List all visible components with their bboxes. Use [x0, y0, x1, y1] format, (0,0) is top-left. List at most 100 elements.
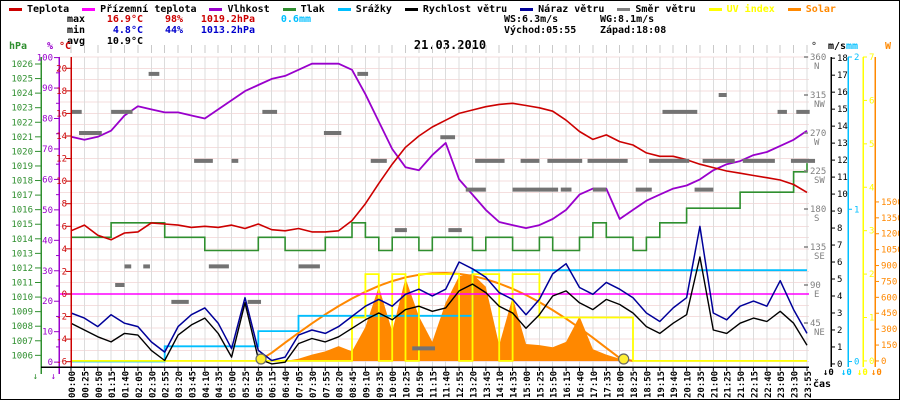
- legend-label: Směr větru: [635, 4, 696, 15]
- legend-item: Rychlost větru: [404, 4, 507, 15]
- svg-text:10: 10: [837, 190, 848, 200]
- svg-text:14: 14: [837, 122, 848, 132]
- svg-text:1024: 1024: [11, 89, 33, 99]
- stats-value: 44%: [164, 25, 183, 36]
- svg-text:12:55: 12:55: [456, 371, 466, 398]
- stats-row-label: max: [67, 14, 86, 25]
- sun-markers: [255, 353, 630, 365]
- legend-color-dash-icon: [82, 8, 96, 11]
- svg-text:23:30: 23:30: [791, 371, 801, 398]
- svg-text:1015: 1015: [11, 220, 33, 230]
- svg-text:10:50: 10:50: [416, 371, 426, 398]
- series-naraz-vetru: [70, 225, 808, 362]
- legend-item: Směr větru: [617, 4, 696, 15]
- svg-text:225: 225: [810, 167, 826, 177]
- svg-text:-2: -2: [56, 313, 67, 323]
- svg-text:00:50: 00:50: [95, 371, 105, 398]
- svg-text:18:25: 18:25: [630, 371, 640, 398]
- svg-text:N: N: [814, 62, 819, 72]
- legend-item: UV index: [708, 4, 775, 15]
- stats-value: 98%: [164, 14, 183, 25]
- svg-text:2: 2: [62, 267, 67, 277]
- svg-text:14: 14: [56, 132, 67, 142]
- series-uv-index: [71, 273, 807, 362]
- stats-wind-sun: WS:6.3m/s WG:8.1m/s Východ:05:55 Západ:18:0…: [504, 14, 696, 36]
- svg-text:3: 3: [837, 309, 842, 319]
- legend-color-dash-icon: [282, 8, 296, 11]
- legend-label: UV index: [726, 4, 775, 15]
- svg-text:↓0: ↓0: [871, 368, 882, 378]
- svg-text:11:15: 11:15: [429, 371, 439, 398]
- svg-text:18: 18: [56, 87, 67, 97]
- stats-value: 1019.2hPa: [200, 14, 255, 25]
- svg-text:E: E: [814, 290, 819, 300]
- svg-text:-4: -4: [56, 335, 67, 345]
- svg-text:21:00: 21:00: [710, 371, 720, 398]
- svg-text:17: 17: [837, 71, 848, 81]
- svg-text:21:50: 21:50: [737, 371, 747, 398]
- legend-label: Přízemní teplota: [100, 4, 197, 15]
- legend-item: Tlak: [282, 4, 325, 15]
- svg-text:W: W: [814, 138, 820, 148]
- svg-text:05:25: 05:25: [242, 371, 252, 398]
- svg-text:80: 80: [42, 115, 53, 125]
- svg-text:315: 315: [810, 91, 826, 101]
- svg-text:07:30: 07:30: [309, 371, 319, 398]
- stats-value: 10.9°C: [106, 36, 143, 47]
- svg-text:6: 6: [837, 258, 842, 268]
- legend-color-dash-icon: [787, 8, 801, 11]
- svg-text:0: 0: [881, 357, 886, 367]
- svg-text:90: 90: [42, 84, 53, 94]
- svg-text:600: 600: [881, 293, 897, 303]
- svg-text:02:30: 02:30: [148, 371, 158, 398]
- stats-right-row: WS:6.3m/s WG:8.1m/s: [504, 14, 696, 25]
- legend-item: Teplota: [9, 4, 69, 15]
- svg-text:05:00: 05:00: [229, 371, 239, 398]
- svg-text:07:05: 07:05: [295, 371, 305, 398]
- svg-text:00:25: 00:25: [81, 371, 91, 398]
- series-srazky: [71, 269, 807, 363]
- svg-text:16:40: 16:40: [577, 371, 587, 398]
- svg-text:2: 2: [869, 270, 874, 280]
- svg-text:1019: 1019: [11, 162, 33, 172]
- svg-text:čas: čas: [813, 378, 831, 390]
- svg-text:17:10: 17:10: [590, 371, 600, 398]
- svg-text:02:05: 02:05: [135, 371, 145, 398]
- svg-text:°: °: [811, 41, 817, 52]
- svg-text:300: 300: [881, 325, 897, 335]
- svg-text:5: 5: [837, 275, 842, 285]
- svg-text:1200: 1200: [881, 230, 899, 240]
- svg-text:1016: 1016: [11, 206, 33, 216]
- svg-text:1023: 1023: [11, 104, 33, 114]
- svg-text:22:40: 22:40: [764, 371, 774, 398]
- legend-item: Vlhkost: [209, 4, 270, 15]
- svg-text:mm: mm: [846, 41, 858, 52]
- svg-text:1010: 1010: [11, 293, 33, 303]
- svg-text:1025: 1025: [11, 75, 33, 85]
- legend-color-dash-icon: [708, 8, 722, 11]
- svg-text:↓0: ↓0: [823, 368, 834, 378]
- svg-text:20: 20: [56, 64, 67, 74]
- series-teplota: [70, 102, 808, 241]
- svg-text:0: 0: [837, 360, 842, 370]
- legend-label: Srážky: [355, 4, 392, 15]
- svg-text:10: 10: [56, 177, 67, 187]
- chart-axes: 1026102510241023102210211020101910181017…: [9, 41, 899, 374]
- svg-text:1007: 1007: [11, 337, 33, 347]
- svg-text:135: 135: [810, 243, 826, 253]
- svg-text:4: 4: [62, 245, 67, 255]
- svg-text:15:25: 15:25: [536, 371, 546, 398]
- svg-text:1013: 1013: [11, 249, 33, 259]
- svg-text:16:15: 16:15: [563, 371, 573, 398]
- svg-text:14:35: 14:35: [510, 371, 520, 398]
- svg-text:1021: 1021: [11, 133, 33, 143]
- svg-text:18:50: 18:50: [643, 371, 653, 398]
- chart-legend: Teplota Přízemní teplota Vlhkost Tlak Srážky…: [9, 4, 836, 15]
- stats-value: 0.6mm: [280, 14, 311, 25]
- legend-color-dash-icon: [520, 8, 534, 11]
- svg-text:20:35: 20:35: [697, 371, 707, 398]
- svg-text:16: 16: [837, 88, 848, 98]
- svg-text:1008: 1008: [11, 322, 33, 332]
